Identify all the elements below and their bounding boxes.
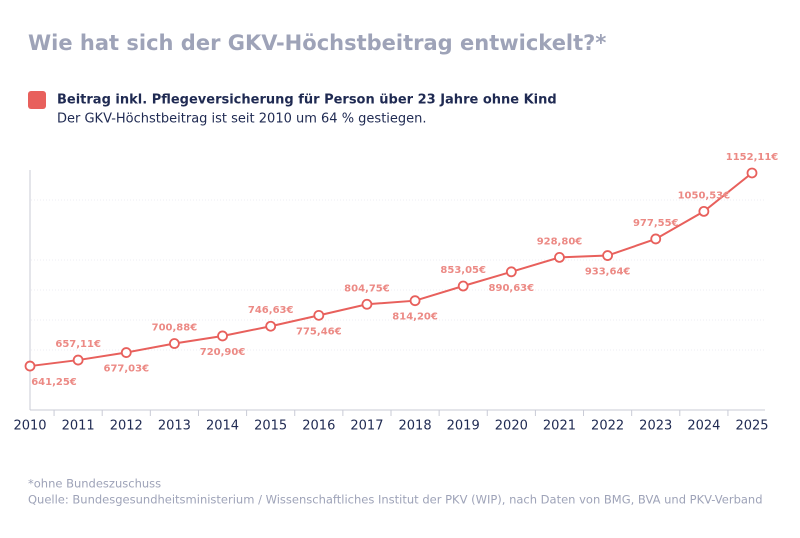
x-tick-label: 2022 xyxy=(591,419,624,434)
point xyxy=(361,298,373,310)
point xyxy=(650,233,662,245)
value-label: 933,64€ xyxy=(585,267,631,278)
value-label: 677,03€ xyxy=(103,364,149,375)
value-label: 814,20€ xyxy=(392,312,438,323)
value-label: 720,90€ xyxy=(200,347,246,358)
legend-label: Beitrag inkl. Pflegeversicherung für Per… xyxy=(57,93,557,108)
x-tick-label: 2019 xyxy=(447,419,480,434)
point xyxy=(24,360,36,372)
value-label: 928,80€ xyxy=(537,236,583,247)
x-tick-label: 2016 xyxy=(302,419,335,434)
x-tick-label: 2014 xyxy=(206,419,239,434)
x-tick-label: 2020 xyxy=(495,419,528,434)
x-tick-label: 2013 xyxy=(158,419,191,434)
value-label: 890,63€ xyxy=(489,283,535,294)
point xyxy=(265,320,277,332)
line xyxy=(29,172,753,368)
point xyxy=(505,266,517,278)
point xyxy=(168,338,180,349)
value-label: 657,11€ xyxy=(55,339,101,350)
point xyxy=(217,330,228,342)
value-label: 853,05€ xyxy=(440,265,486,276)
x-tick-label: 2012 xyxy=(110,419,143,434)
x-tick-label: 2025 xyxy=(735,419,768,434)
value-label: 641,25€ xyxy=(31,377,77,388)
point xyxy=(698,205,710,217)
point xyxy=(457,280,469,292)
point xyxy=(746,167,758,179)
point xyxy=(72,354,84,366)
x-tick-label: 2024 xyxy=(687,419,720,434)
value-label: 804,75€ xyxy=(344,283,390,294)
legend-swatch xyxy=(28,91,46,109)
subtitle: Der GKV-Höchstbeitrag ist seit 2010 um 6… xyxy=(57,112,427,127)
x-tick-label: 2010 xyxy=(13,419,46,434)
footnote: *ohne Bundeszuschuss xyxy=(28,477,161,491)
x-tick-label: 2021 xyxy=(543,419,576,434)
value-label: 746,63€ xyxy=(248,305,294,316)
value-label: 1152,11€ xyxy=(726,152,779,163)
x-tick-label: 2015 xyxy=(254,419,287,434)
x-tick-label: 2018 xyxy=(399,419,432,434)
x-tick-label: 2011 xyxy=(62,419,95,434)
point xyxy=(602,250,613,261)
point xyxy=(409,295,421,307)
source: Quelle: Bundesgesundheitsministerium / W… xyxy=(28,493,763,507)
point xyxy=(313,309,325,321)
value-label: 1050,53€ xyxy=(678,190,731,201)
point xyxy=(120,347,132,358)
value-label: 775,46€ xyxy=(296,326,342,337)
value-label: 700,88€ xyxy=(152,323,198,334)
value-label: 977,55€ xyxy=(633,218,679,229)
x-tick-label: 2023 xyxy=(639,419,672,434)
point xyxy=(554,251,565,263)
x-tick-label: 2017 xyxy=(350,419,383,434)
chart-title: Wie hat sich der GKV-Höchstbeitrag entwi… xyxy=(28,31,606,55)
